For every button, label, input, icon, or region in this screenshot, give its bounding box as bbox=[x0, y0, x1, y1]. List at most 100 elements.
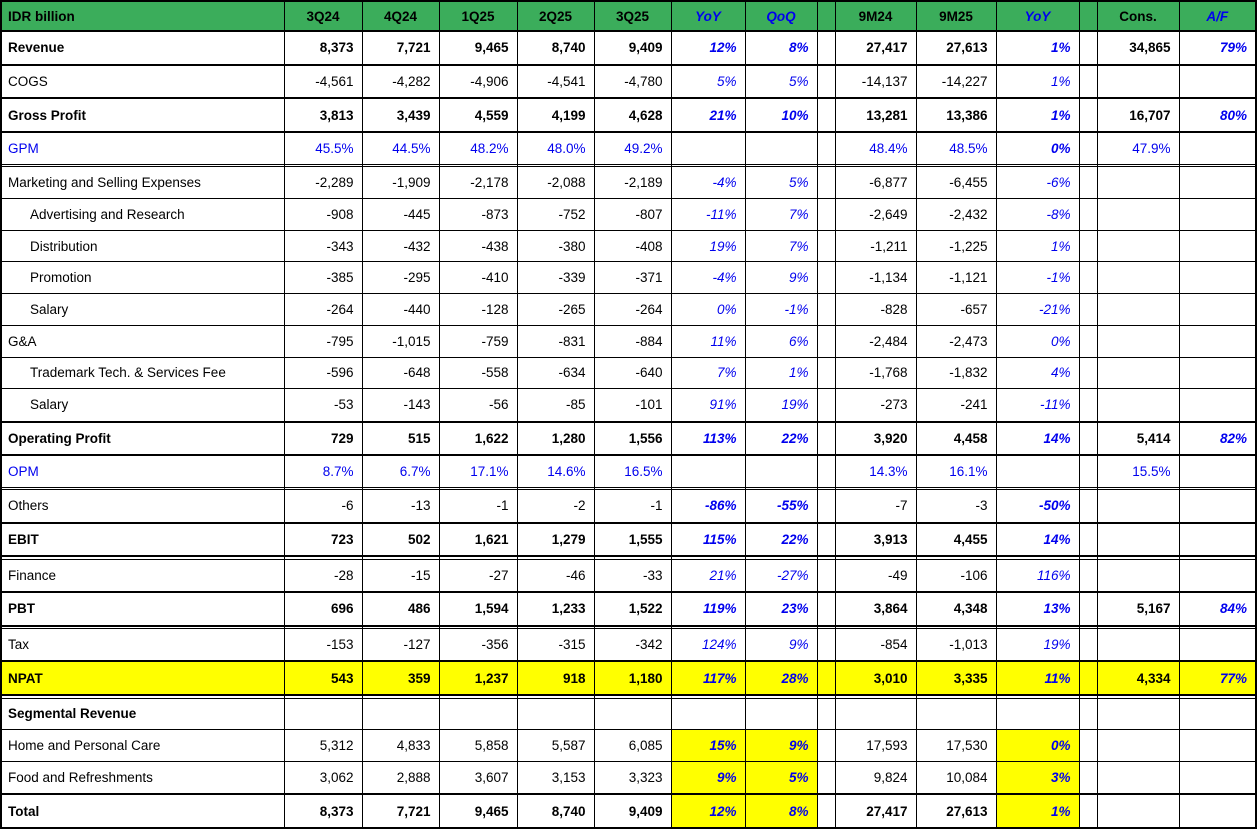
row-label-gross-profit: Gross Profit bbox=[0, 97, 285, 134]
cell-r0-revenue-qoq: 8% bbox=[744, 30, 818, 66]
cell-r0-revenue-2q25: 8,740 bbox=[516, 30, 595, 66]
gap-cell bbox=[1078, 293, 1098, 326]
cell-r11-trademark-tech-services-fee-af bbox=[1178, 356, 1257, 390]
cell-r12-salary-qoq: 19% bbox=[744, 388, 818, 423]
gap-cell bbox=[816, 356, 836, 390]
cell-r20-pbt-3q24: 696 bbox=[283, 590, 363, 627]
cell-r14-opm-yoy bbox=[670, 454, 746, 489]
row-label-gpm: GPM bbox=[0, 131, 285, 166]
cell-r14-opm-2q25: 14.6% bbox=[516, 454, 595, 489]
cell-r17-ebit-9m25: 4,455 bbox=[915, 521, 997, 558]
cell-r11-trademark-tech-services-fee-qoq: 1% bbox=[744, 356, 818, 390]
cell-r3-gpm-1q25: 48.2% bbox=[438, 131, 518, 166]
cell-r13-operating-profit-qoq: 22% bbox=[744, 420, 818, 457]
cell-r9-salary-yoy-9m: -21% bbox=[995, 293, 1080, 326]
table-row-ebit: EBIT 723 502 1,621 1,279 1,555 115% 22% 3,913 4,4… bbox=[0, 521, 1257, 558]
cell-r8-promotion-9m25: -1,121 bbox=[915, 261, 997, 295]
gap-cell bbox=[816, 198, 836, 231]
row-label-cogs: COGS bbox=[0, 64, 285, 99]
cell-r25-segmental-revenue-3q24 bbox=[283, 697, 363, 731]
table-row-others: Others -6 -13 -1 -2 -1 -86% -55% -7 -3 -50% bbox=[0, 489, 1257, 524]
cell-r23-npat-cons: 4,334 bbox=[1096, 660, 1180, 697]
cell-r12-salary-9m24: -273 bbox=[834, 388, 917, 423]
cell-r11-trademark-tech-services-fee-2q25: -634 bbox=[516, 356, 595, 390]
cell-r12-salary-4q24: -143 bbox=[361, 388, 440, 423]
cell-r12-salary-3q24: -53 bbox=[283, 388, 363, 423]
cell-r2-gross-profit-af: 80% bbox=[1178, 97, 1257, 134]
cell-r19-finance-3q25: -33 bbox=[593, 558, 672, 593]
cell-r0-revenue-9m25: 27,613 bbox=[915, 30, 997, 66]
cell-r2-gross-profit-yoy-9m: 1% bbox=[995, 97, 1080, 134]
cell-r14-opm-cons: 15.5% bbox=[1096, 454, 1180, 489]
table-row-total: Total 8,373 7,721 9,465 8,740 9,409 12% 8% 27,41… bbox=[0, 793, 1257, 829]
gap-cell bbox=[816, 628, 836, 662]
cell-r6-advertising-and-research-9m24: -2,649 bbox=[834, 198, 917, 231]
cell-r6-advertising-and-research-yoy: -11% bbox=[670, 198, 746, 231]
row-label-total: Total bbox=[0, 793, 285, 829]
gap-cell bbox=[816, 30, 836, 66]
row-label-revenue: Revenue bbox=[0, 30, 285, 66]
cell-r19-finance-qoq: -27% bbox=[744, 558, 818, 593]
cell-r6-advertising-and-research-9m25: -2,432 bbox=[915, 198, 997, 231]
col-header-1q25: 1Q25 bbox=[438, 0, 518, 32]
cell-r17-ebit-9m24: 3,913 bbox=[834, 521, 917, 558]
table-row-home-and-personal-care: Home and Personal Care 5,312 4,833 5,858 5,5… bbox=[0, 729, 1257, 762]
cell-r13-operating-profit-yoy-9m: 14% bbox=[995, 420, 1080, 457]
cell-r3-gpm-4q24: 44.5% bbox=[361, 131, 440, 166]
cell-r1-cogs-af bbox=[1178, 64, 1257, 99]
cell-r23-npat-af: 77% bbox=[1178, 660, 1257, 697]
cell-r26-home-and-personal-care-yoy: 15% bbox=[670, 729, 746, 762]
row-label-operating-profit: Operating Profit bbox=[0, 420, 285, 457]
cell-r28-total-9m25: 27,613 bbox=[915, 793, 997, 829]
table-header: IDR billion 3Q24 4Q24 1Q25 2Q25 3Q25 YoY QoQ 9M2… bbox=[0, 0, 1257, 32]
gap-cell bbox=[1078, 729, 1098, 762]
cell-r0-revenue-af: 79% bbox=[1178, 30, 1257, 66]
cell-r1-cogs-9m25: -14,227 bbox=[915, 64, 997, 99]
gap-cell bbox=[816, 660, 836, 697]
cell-r12-salary-af bbox=[1178, 388, 1257, 423]
table-row-trademark-tech-services-fee: Trademark Tech. & Services Fee -596 -648 -5… bbox=[0, 356, 1257, 390]
cell-r10-g-a-4q24: -1,015 bbox=[361, 324, 440, 358]
cell-r25-segmental-revenue-cons bbox=[1096, 697, 1180, 731]
gap-cell bbox=[816, 558, 836, 593]
cell-r11-trademark-tech-services-fee-9m25: -1,832 bbox=[915, 356, 997, 390]
cell-r13-operating-profit-1q25: 1,622 bbox=[438, 420, 518, 457]
cell-r0-revenue-yoy-9m: 1% bbox=[995, 30, 1080, 66]
gap-cell bbox=[816, 229, 836, 263]
cell-r20-pbt-af: 84% bbox=[1178, 590, 1257, 627]
cell-r17-ebit-af bbox=[1178, 521, 1257, 558]
cell-r17-ebit-yoy: 115% bbox=[670, 521, 746, 558]
cell-r13-operating-profit-3q24: 729 bbox=[283, 420, 363, 457]
cell-r8-promotion-1q25: -410 bbox=[438, 261, 518, 295]
cell-r7-distribution-3q25: -408 bbox=[593, 229, 672, 263]
cell-r28-total-3q24: 8,373 bbox=[283, 793, 363, 829]
cell-r2-gross-profit-yoy: 21% bbox=[670, 97, 746, 134]
cell-r16-others-4q24: -13 bbox=[361, 489, 440, 524]
table-row-food-and-refreshments: Food and Refreshments 3,062 2,888 3,607 3,15… bbox=[0, 760, 1257, 795]
cell-r12-salary-1q25: -56 bbox=[438, 388, 518, 423]
cell-r28-total-2q25: 8,740 bbox=[516, 793, 595, 829]
cell-r6-advertising-and-research-1q25: -873 bbox=[438, 198, 518, 231]
cell-r23-npat-4q24: 359 bbox=[361, 660, 440, 697]
gap-cell bbox=[1078, 356, 1098, 390]
gap-cell bbox=[1078, 420, 1098, 457]
cell-r16-others-yoy-9m: -50% bbox=[995, 489, 1080, 524]
cell-r6-advertising-and-research-3q25: -807 bbox=[593, 198, 672, 231]
gap-cell bbox=[816, 97, 836, 134]
cell-r16-others-9m25: -3 bbox=[915, 489, 997, 524]
cell-r5-marketing-and-selling-expenses-cons bbox=[1096, 166, 1180, 199]
gap-cell bbox=[816, 131, 836, 166]
row-label-opm: OPM bbox=[0, 454, 285, 489]
gap-cell bbox=[816, 166, 836, 199]
cell-r7-distribution-yoy: 19% bbox=[670, 229, 746, 263]
table-body: Revenue 8,373 7,721 9,465 8,740 9,409 12% 8% 27,… bbox=[0, 30, 1257, 829]
cell-r16-others-1q25: -1 bbox=[438, 489, 518, 524]
cell-r9-salary-1q25: -128 bbox=[438, 293, 518, 326]
cell-r2-gross-profit-3q25: 4,628 bbox=[593, 97, 672, 134]
cell-r9-salary-3q24: -264 bbox=[283, 293, 363, 326]
col-header-cons: Cons. bbox=[1096, 0, 1180, 32]
cell-r3-gpm-qoq bbox=[744, 131, 818, 166]
cell-r25-segmental-revenue-yoy-9m bbox=[995, 697, 1080, 731]
cell-r11-trademark-tech-services-fee-9m24: -1,768 bbox=[834, 356, 917, 390]
